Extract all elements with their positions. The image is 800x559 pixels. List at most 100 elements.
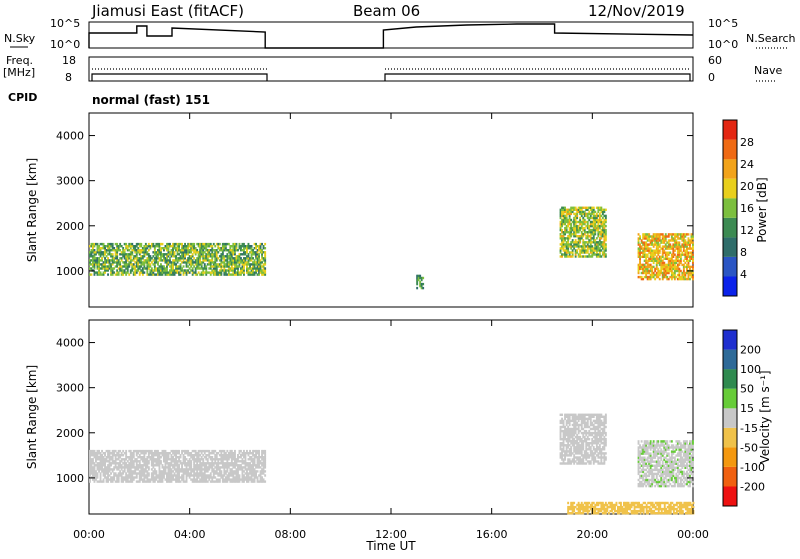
echo-cell — [692, 235, 694, 237]
echo-cell — [680, 256, 682, 258]
echo-cell — [641, 440, 643, 442]
echo-cell — [101, 450, 103, 452]
echo-cell — [249, 450, 251, 452]
echo-cell — [593, 207, 595, 209]
echo-cell — [668, 235, 670, 237]
echo-cell — [155, 470, 157, 472]
echo-cell — [109, 450, 111, 452]
echo-cell — [264, 480, 266, 482]
freq-label-line2: [MHz] — [3, 66, 35, 79]
echo-cell — [207, 458, 209, 460]
echo-cell — [605, 456, 607, 458]
echo-cell — [184, 243, 186, 245]
echo-cell — [651, 483, 653, 485]
nsky-label: N.Sky — [4, 32, 36, 45]
echo-cell — [422, 287, 424, 289]
echo-cell — [581, 450, 583, 452]
echo-cell — [692, 272, 694, 274]
freq-tick-bottom: 8 — [65, 71, 72, 84]
echo-cell — [119, 249, 121, 251]
nsearch-tick-bottom: 10^0 — [708, 38, 738, 51]
echo-cell — [578, 231, 580, 233]
echo-cell — [214, 476, 216, 478]
echo-cell — [131, 251, 133, 253]
echo-cell — [638, 440, 640, 442]
echo-cell — [166, 265, 168, 267]
echo-cell — [243, 450, 245, 452]
echo-cell — [202, 458, 204, 460]
power-echoes — [89, 207, 694, 290]
echo-cell — [116, 243, 118, 245]
echo-cell — [264, 470, 266, 472]
echo-cell — [107, 257, 109, 259]
ytick-label: 1000 — [56, 265, 84, 278]
echo-cell — [174, 251, 176, 253]
echo-cell — [112, 253, 114, 255]
echo-cell — [239, 243, 241, 245]
echo-cell — [674, 254, 676, 256]
nave-tick-top: 60 — [708, 54, 722, 67]
echo-cell — [654, 457, 656, 459]
echo-cell — [112, 243, 114, 245]
echo-cell — [561, 229, 563, 231]
echo-cell — [692, 256, 694, 258]
date-title: 12/Nov/2019 — [588, 2, 685, 20]
echo-cell — [579, 436, 581, 438]
echo-cell — [264, 259, 266, 261]
echo-cell — [210, 472, 212, 474]
echo-cell — [605, 217, 607, 219]
echo-cell — [91, 273, 93, 275]
echo-cell — [587, 249, 589, 251]
nsky-tick-top: 10^5 — [50, 17, 80, 30]
echo-cell — [264, 466, 266, 468]
echo-cell — [189, 271, 191, 273]
echo-cell — [605, 215, 607, 217]
echo-cell — [258, 452, 260, 454]
echo-cell — [92, 458, 94, 460]
echo-cell — [666, 440, 668, 442]
echo-cell — [169, 243, 171, 245]
echo-cell — [220, 470, 222, 472]
echo-cell — [210, 243, 212, 245]
echo-cell — [257, 470, 259, 472]
echo-cell — [136, 271, 138, 273]
echo-cell — [246, 450, 248, 452]
freq-strip: Freq. [MHz] 18 8 60 0 Nave — [3, 54, 782, 84]
echo-cell — [100, 472, 102, 474]
nsky-strip: N.Sky 10^5 10^0 10^5 10^0 N.Search — [4, 17, 796, 51]
echo-cell — [94, 265, 96, 267]
echo-cell — [236, 245, 238, 247]
echo-cell — [588, 438, 590, 440]
echo-cell — [133, 478, 135, 480]
echo-cell — [148, 243, 150, 245]
echo-cell — [605, 444, 607, 446]
velocity-echoes — [89, 414, 694, 515]
nave-tick-bottom: 0 — [708, 71, 715, 84]
echo-cell — [264, 271, 266, 273]
echo-cell — [419, 275, 421, 277]
echo-cell — [165, 450, 167, 452]
echo-cell — [657, 440, 659, 442]
echo-cell — [130, 271, 132, 273]
echo-cell — [576, 249, 578, 251]
echo-cell — [581, 424, 583, 426]
echo-cell — [97, 472, 99, 474]
echo-cell — [245, 458, 247, 460]
echo-cell — [97, 243, 99, 245]
echo-cell — [264, 474, 266, 476]
echo-cell — [122, 450, 124, 452]
echo-cell — [187, 450, 189, 452]
echo-cell — [186, 478, 188, 480]
freq-tick-top: 18 — [62, 54, 76, 67]
echo-cell — [225, 245, 227, 247]
echo-cell — [674, 250, 676, 252]
cpid-value: normal (fast) 151 — [92, 93, 210, 107]
echo-cell — [184, 456, 186, 458]
echo-cell — [692, 250, 694, 252]
echo-cell — [258, 450, 260, 452]
echo-cell — [205, 265, 207, 267]
echo-cell — [671, 440, 673, 442]
echo-cell — [688, 233, 690, 235]
